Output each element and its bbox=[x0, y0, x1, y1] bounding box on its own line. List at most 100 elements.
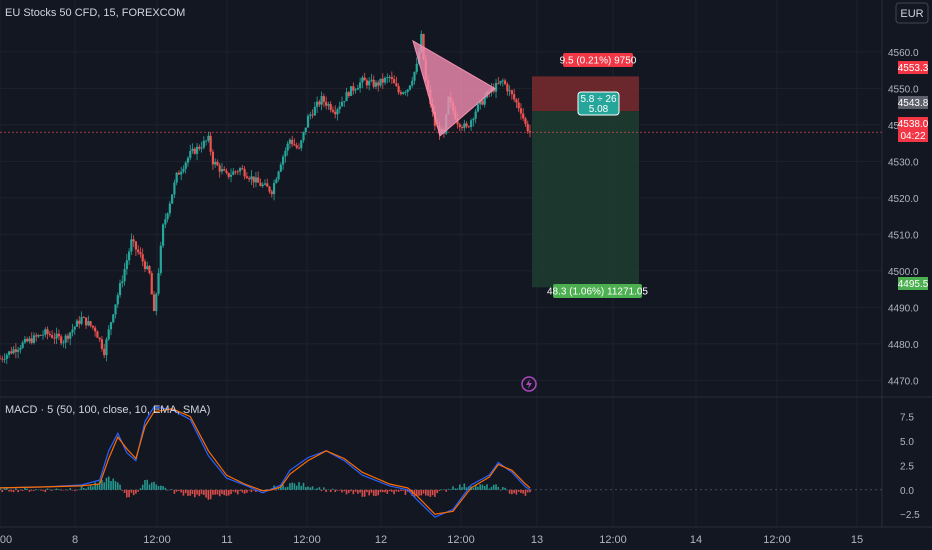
take-profit-zone[interactable] bbox=[532, 111, 639, 288]
price-tick-label: 4490.0 bbox=[888, 303, 919, 314]
candle-body bbox=[402, 92, 405, 94]
candle-body bbox=[522, 113, 525, 119]
macd-histogram-bar bbox=[126, 489, 128, 498]
macd-histogram-bar bbox=[144, 480, 146, 490]
macd-histogram-bar bbox=[384, 489, 386, 493]
candle-body bbox=[87, 321, 90, 326]
macd-histogram-bar bbox=[216, 489, 219, 495]
macd-histogram-bar bbox=[381, 489, 384, 493]
macd-histogram-bar bbox=[461, 487, 463, 490]
macd-histogram-bar bbox=[284, 487, 287, 490]
candle-body bbox=[177, 172, 181, 175]
currency-button[interactable]: EUR bbox=[895, 2, 929, 24]
candle-body bbox=[220, 169, 224, 172]
macd-histogram-bar bbox=[449, 489, 452, 490]
time-axis-label: 12:00 bbox=[447, 534, 475, 546]
macd-histogram-bar bbox=[434, 489, 436, 497]
macd-histogram-bar bbox=[42, 489, 44, 491]
macd-histogram-bar bbox=[357, 489, 359, 494]
macd-histogram-bar bbox=[420, 489, 423, 496]
candle-body bbox=[325, 101, 328, 106]
candle-body bbox=[205, 140, 208, 142]
candle-body bbox=[39, 335, 42, 336]
macd-histogram-bar bbox=[486, 484, 488, 490]
time-axis[interactable]: 00 8 12:00 11 12:00 12 12:00 13 12:00 14 12:00 15 bbox=[0, 534, 863, 546]
candle-body bbox=[460, 127, 464, 128]
candle-body bbox=[361, 77, 364, 83]
macd-histogram-bar bbox=[28, 489, 31, 492]
candle-body bbox=[164, 219, 167, 225]
macd-histogram-bar bbox=[348, 489, 350, 493]
candle-body bbox=[245, 176, 248, 179]
macd-axis[interactable]: 7.5 5.0 2.5 0.0 −2.5 bbox=[900, 413, 920, 522]
macd-histogram-bar bbox=[8, 489, 10, 492]
time-axis-label: 8 bbox=[72, 534, 78, 546]
center-label[interactable]: 5.8 ÷ 26 5.08 bbox=[577, 91, 620, 116]
macd-histogram-bar bbox=[153, 481, 155, 490]
candle-body bbox=[315, 101, 319, 107]
candle-body bbox=[189, 150, 192, 158]
macd-histogram-bar bbox=[409, 489, 411, 493]
candle-body bbox=[510, 90, 513, 95]
macd-histogram-bar bbox=[241, 489, 244, 493]
candle-body bbox=[159, 245, 162, 274]
candle-body bbox=[331, 109, 335, 112]
candle-body bbox=[71, 329, 74, 333]
candle-body bbox=[75, 320, 79, 327]
center-label-line1: 5.8 ÷ 26 bbox=[580, 94, 617, 105]
macd-histogram-bar bbox=[529, 489, 531, 493]
macd-histogram-bar bbox=[298, 482, 300, 490]
macd-histogram-bar bbox=[325, 489, 327, 493]
candle-body bbox=[186, 157, 190, 163]
macd-histogram-bar bbox=[101, 480, 103, 490]
triangle-drawing[interactable] bbox=[412, 39, 496, 137]
macd-histogram-bar bbox=[232, 489, 235, 492]
macd-histogram-bar bbox=[304, 487, 307, 490]
macd-histogram-bar bbox=[447, 488, 450, 490]
candle-body bbox=[200, 147, 203, 149]
macd-histogram-bar bbox=[463, 483, 466, 490]
macd-histogram-bar bbox=[252, 489, 255, 491]
macd-histogram-bar bbox=[316, 488, 318, 490]
candle-body bbox=[53, 337, 56, 339]
macd-histogram-bar bbox=[12, 489, 15, 493]
candle-body bbox=[143, 261, 147, 270]
candle-body bbox=[374, 82, 378, 87]
macd-histogram-bar bbox=[243, 489, 246, 494]
candle-body bbox=[268, 186, 271, 192]
macd-histogram-bar bbox=[314, 489, 316, 490]
macd-histogram-bar bbox=[114, 481, 117, 490]
macd-histogram-bar bbox=[98, 481, 101, 490]
candle-body bbox=[243, 169, 246, 177]
time-axis-label: 13 bbox=[531, 534, 543, 546]
candle-body bbox=[345, 92, 348, 102]
candle-body bbox=[411, 80, 414, 86]
macd-histogram-bar bbox=[146, 479, 149, 490]
macd-histogram-bar bbox=[103, 482, 105, 490]
time-axis-label: 12:00 bbox=[599, 534, 627, 546]
candle-body bbox=[515, 99, 518, 103]
candle-body bbox=[395, 83, 398, 87]
candle-body bbox=[327, 104, 330, 106]
candle-body bbox=[406, 89, 409, 92]
macd-histogram-bar bbox=[502, 487, 504, 490]
candle-body bbox=[297, 147, 301, 149]
candle-body bbox=[5, 354, 8, 359]
macd-histogram-bar bbox=[246, 489, 248, 493]
macd-histogram-bar bbox=[69, 488, 72, 490]
candle-body bbox=[370, 79, 373, 81]
candle-body bbox=[340, 102, 344, 107]
macd-histogram-bar bbox=[175, 489, 178, 492]
flash-icon[interactable] bbox=[521, 376, 537, 392]
candle-body bbox=[19, 347, 22, 350]
macd-histogram-bar bbox=[107, 476, 110, 490]
price-tick-label: 4520.0 bbox=[888, 194, 919, 205]
candle-body bbox=[393, 79, 396, 84]
macd-histogram-bar bbox=[221, 489, 223, 494]
risk-label-text: 9.5 (0.21%) 9750 bbox=[560, 56, 637, 67]
macd-tick-label: −2.5 bbox=[900, 510, 920, 521]
candle-body bbox=[234, 171, 237, 173]
candle-body bbox=[266, 183, 269, 187]
